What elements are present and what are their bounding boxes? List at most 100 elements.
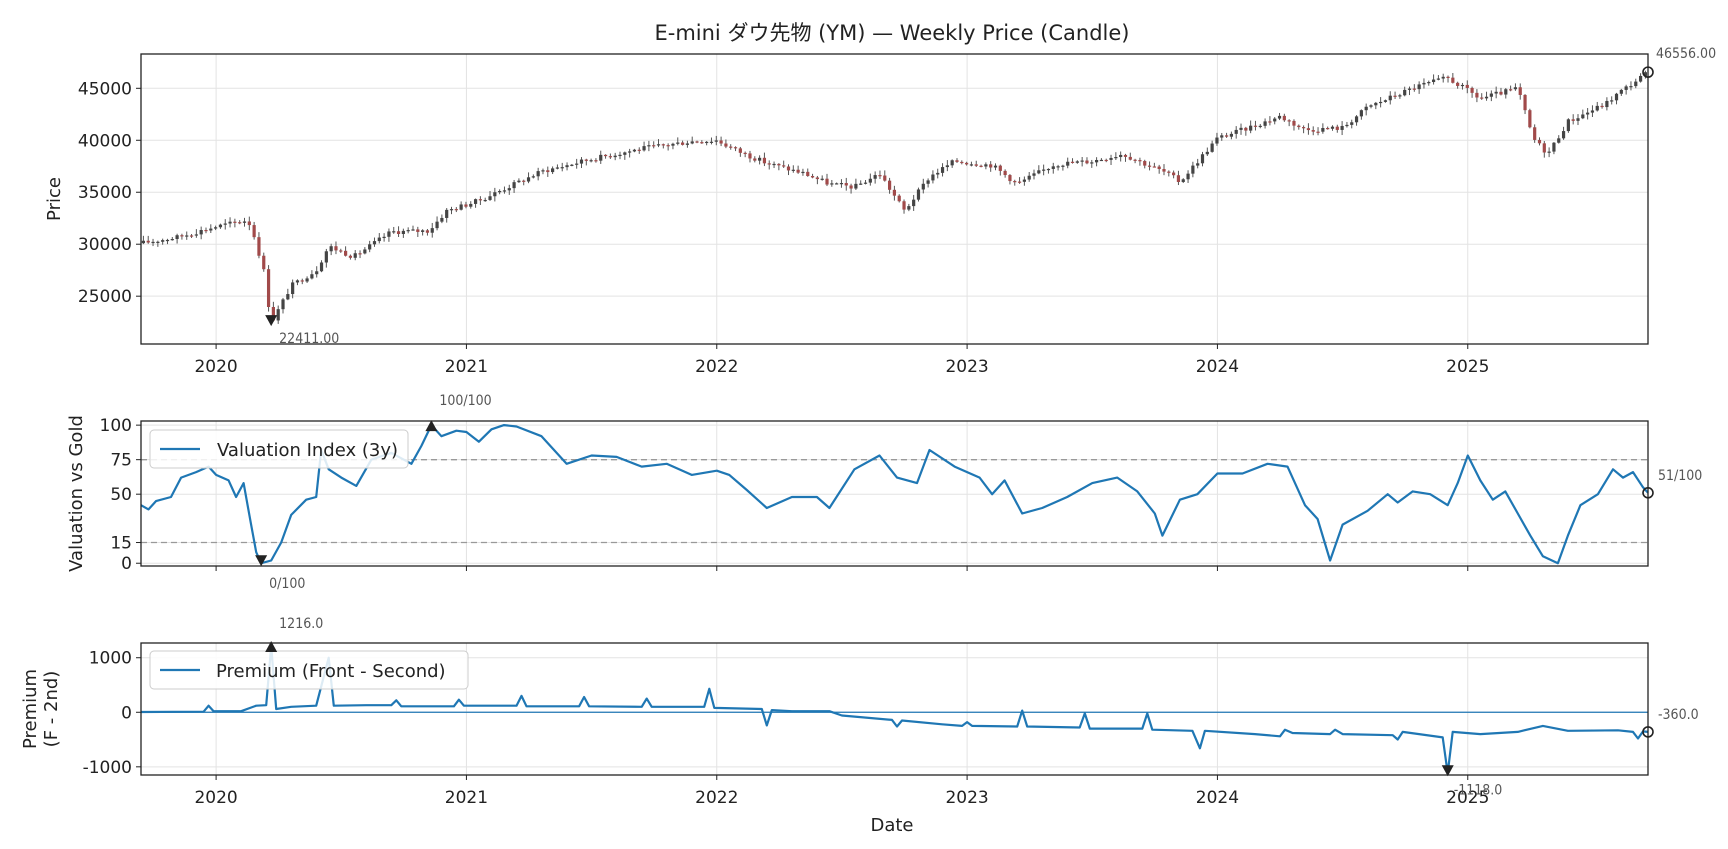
candle-body <box>1595 105 1599 111</box>
candle-body <box>1561 131 1566 139</box>
candle-body <box>223 223 227 225</box>
candle-body <box>705 141 709 144</box>
valuation-legend-label: Valuation Index (3y) <box>217 440 398 461</box>
candle-body <box>965 162 969 165</box>
candle-body <box>724 143 728 147</box>
price-ytick-label: 35000 <box>78 183 132 203</box>
candle-body <box>772 163 776 166</box>
candle-body <box>1138 160 1142 162</box>
premium-legend-label: Premium (Front - Second) <box>216 661 446 682</box>
valuation-ytick-label: 0 <box>121 554 132 574</box>
candle-body <box>1094 159 1099 163</box>
candle-body <box>1489 93 1493 97</box>
candle-body <box>1268 121 1272 123</box>
candle-body <box>892 189 897 196</box>
valuation-ylabel: Valuation vs Gold <box>66 415 87 572</box>
candle-body <box>632 149 637 152</box>
candle-body <box>608 156 612 158</box>
candle-body <box>859 183 863 185</box>
candle-body <box>1224 135 1229 137</box>
candle-body <box>507 188 511 191</box>
valuation-annotation-label: 51/100 <box>1658 468 1702 484</box>
candle-body <box>618 154 622 157</box>
candle-body <box>1306 128 1311 131</box>
valuation-annotation-marker <box>255 555 268 567</box>
valuation-panel: 015 50 75 100 Valuation vs Gold Valuation Ind… <box>66 393 1702 592</box>
candle-body <box>883 175 887 181</box>
candle-body <box>1090 162 1094 164</box>
candle-body <box>1017 181 1022 183</box>
premium-legend: Premium (Front - Second) <box>149 650 469 690</box>
candle-body <box>680 142 685 145</box>
candle-body <box>815 177 819 180</box>
candle-body <box>1215 137 1219 144</box>
candle-body <box>281 299 285 310</box>
candle-body <box>661 144 665 146</box>
premium-xtick-label: 2021 <box>445 788 488 808</box>
candle-body <box>603 154 608 157</box>
candle-body <box>517 180 521 183</box>
candle-body <box>887 180 892 190</box>
candle-body <box>488 196 492 200</box>
candle-body <box>300 280 304 282</box>
candle-body <box>1586 112 1590 115</box>
candle-body <box>1412 88 1416 90</box>
candle-body <box>969 164 974 166</box>
candle-body <box>849 185 853 189</box>
valuation-legend: Valuation Index (3y) <box>149 429 409 469</box>
price-xtick-label: 2024 <box>1196 357 1239 377</box>
candle-body <box>1104 159 1108 162</box>
candle-body <box>1422 82 1426 85</box>
candle-body <box>685 143 689 145</box>
candle-body <box>709 141 714 143</box>
candle-body <box>1234 129 1238 134</box>
candle-body <box>324 251 328 263</box>
candle-body <box>801 171 805 174</box>
candle-body <box>613 155 617 158</box>
valuation-ytick-label: 50 <box>110 485 132 505</box>
candle-body <box>921 183 925 190</box>
candle-body <box>1600 105 1604 108</box>
premium-ytick-label: -1000 <box>83 758 132 778</box>
candle-body <box>238 222 242 224</box>
candle-body <box>1638 75 1643 82</box>
candle-body <box>329 246 333 252</box>
candle-body <box>1051 166 1055 169</box>
candle-body <box>1027 175 1031 180</box>
candle-body <box>425 230 430 233</box>
candle-body <box>806 171 810 176</box>
candle-body <box>1518 87 1522 95</box>
candle-body <box>228 221 232 224</box>
candle-body <box>733 147 738 149</box>
candle-body <box>343 250 348 256</box>
candle-body <box>839 183 844 185</box>
premium-ylabel: Premium(F - 2nd) <box>20 669 62 749</box>
valuation-annotation-label: 0/100 <box>269 576 305 592</box>
candle-body <box>1441 76 1445 79</box>
candle-body <box>295 280 300 283</box>
candle-body <box>570 164 574 166</box>
candle-body <box>1610 100 1614 102</box>
candle-body <box>1167 171 1171 173</box>
candle-body <box>916 189 921 200</box>
candle-body <box>897 195 901 202</box>
candle-body <box>940 167 945 173</box>
candle-body <box>1042 169 1046 171</box>
candle-body <box>676 142 680 144</box>
candle-body <box>1321 127 1325 132</box>
candle-body <box>950 160 954 166</box>
price-xtick-label: 2021 <box>445 357 488 377</box>
candle-body <box>1302 127 1306 129</box>
candle-body <box>584 159 588 161</box>
candle-body <box>1470 87 1474 93</box>
premium-xtick-label: 2020 <box>194 788 237 808</box>
valuation-ytick-label: 75 <box>110 451 132 471</box>
candle-body <box>1326 127 1330 130</box>
premium-annotation-marker <box>1441 765 1454 777</box>
candle-body <box>1181 179 1185 182</box>
candle-body <box>1109 157 1113 160</box>
candle-body <box>502 190 507 192</box>
candle-body <box>204 229 208 232</box>
candle-body <box>1037 170 1041 174</box>
